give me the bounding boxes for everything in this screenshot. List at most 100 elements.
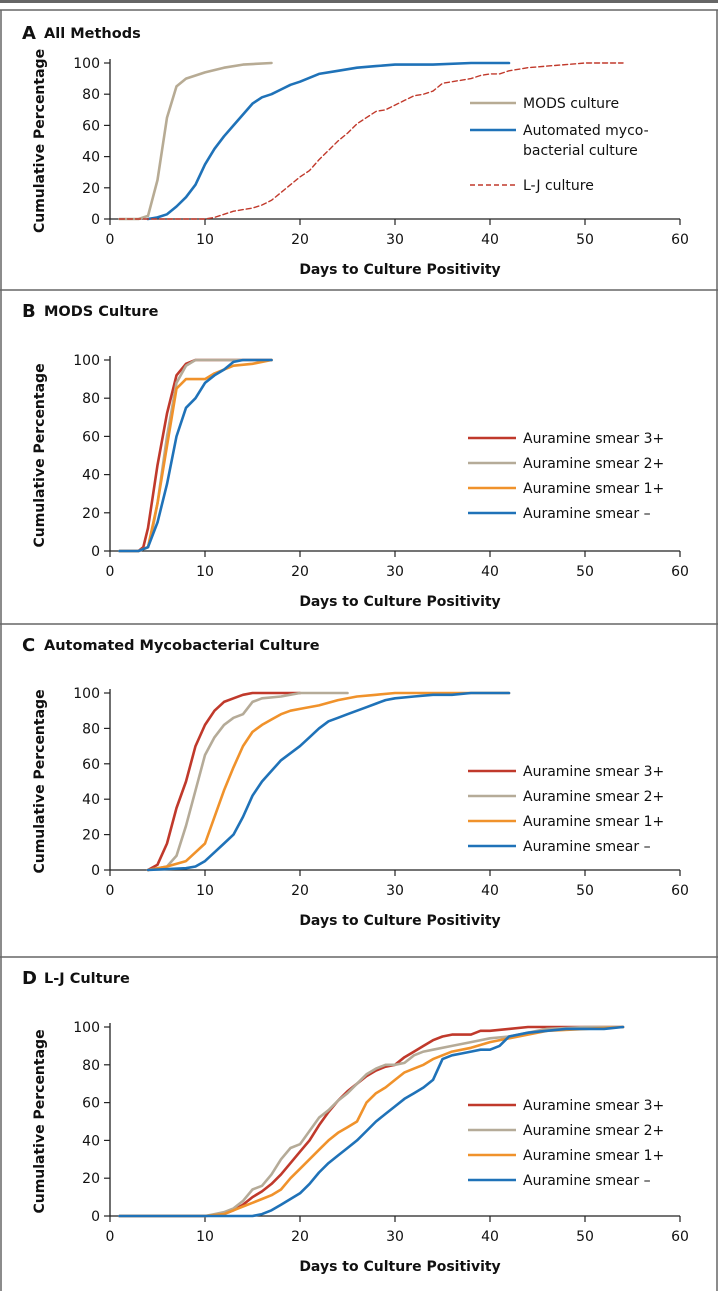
series-line-smear1 [118,1025,625,1218]
panel-d: D L-J Culture 0 10 20 30 40 50 60 0 20 40 60 80 100 Day… [0,956,718,1275]
legend-label-line: bacterial culture [523,143,638,159]
y-tick-label: 20 [82,506,100,522]
series-line-mods [118,61,273,221]
y-tick-label: 80 [82,721,100,737]
y-tick-label: 100 [73,686,100,702]
legend-label: Auramine smear – [523,506,651,522]
legend-label: L-J culture [523,178,594,194]
x-tick-label: 10 [196,564,214,580]
x-tick-label: 0 [106,1229,115,1245]
y-tick-label: 0 [91,1209,100,1225]
x-tick-label: 0 [106,564,115,580]
y-tick-label: 0 [91,863,100,879]
x-tick-label: 30 [386,1229,404,1245]
series-line-smear3 [146,691,302,872]
panel-letter: C [22,635,35,656]
legend-label: Auramine smear 2+ [523,789,664,805]
x-tick-label: 40 [481,564,499,580]
x-tick-label: 0 [106,883,115,899]
x-tick-label: 30 [386,883,404,899]
x-axis-label: Days to Culture Positivity [299,913,500,929]
y-axis-label: Cumulative Percentage [32,1029,48,1213]
x-tick-label: 20 [291,883,309,899]
y-tick-label: 80 [82,391,100,407]
x-tick-label: 50 [576,564,594,580]
y-tick-label: 20 [82,181,100,197]
y-axis-label: Cumulative Percentage [32,689,48,873]
series-line-smear1 [118,358,273,553]
legend-label: Auramine smear 1+ [523,814,664,830]
y-tick-label: 60 [82,429,100,445]
series-line-lj [118,62,624,220]
y-axis-label: Cumulative Percentage [32,49,48,233]
y-tick-label: 100 [73,353,100,369]
panel-letter: B [22,301,36,322]
legend-label: Auramine smear 3+ [523,1098,664,1114]
y-axis-label: Cumulative Percentage [32,363,48,547]
legend-label-line: Automated myco- [523,123,649,139]
panel-title: L-J Culture [44,971,130,987]
x-tick-label: 60 [671,1229,689,1245]
x-tick-label: 40 [481,232,499,248]
y-tick-label: 100 [73,56,100,72]
series-line-smear2 [118,358,273,553]
panel-title: Automated Mycobacterial Culture [44,638,320,654]
x-tick-label: 10 [196,1229,214,1245]
y-tick-label: 20 [82,828,100,844]
y-tick-label: 100 [73,1020,100,1036]
series-line-smear2 [146,691,349,872]
y-tick-label: 40 [82,468,100,484]
legend-label: Auramine smear 3+ [523,431,664,447]
legend-label: Auramine smear 3+ [523,764,664,780]
legend-label: Automated myco-bacterial culture [523,123,649,159]
x-tick-label: 50 [576,883,594,899]
x-tick-label: 60 [671,232,689,248]
x-tick-label: 60 [671,564,689,580]
x-tick-label: 30 [386,564,404,580]
legend-label: MODS culture [523,96,619,112]
series-line-automated [146,61,511,221]
panel-c: C Automated Mycobacterial Culture 0 10 20 30 4… [0,623,718,929]
x-tick-label: 20 [291,232,309,248]
y-tick-label: 40 [82,1133,100,1149]
legend-label: Auramine smear 2+ [523,1123,664,1139]
y-tick-label: 60 [82,1096,100,1112]
x-tick-label: 10 [196,883,214,899]
y-tick-label: 40 [82,150,100,166]
series-line-smear1 [146,691,511,872]
x-tick-label: 40 [481,883,499,899]
x-tick-label: 0 [106,232,115,248]
y-tick-label: 0 [91,212,100,228]
y-tick-label: 60 [82,118,100,134]
x-tick-label: 50 [576,232,594,248]
panel-letter: D [22,968,37,989]
panel-letter: A [22,23,36,44]
legend-label: Auramine smear 2+ [523,456,664,472]
y-tick-label: 60 [82,757,100,773]
legend-label: Auramine smear – [523,1173,651,1189]
x-tick-label: 30 [386,232,404,248]
x-tick-label: 50 [576,1229,594,1245]
panel-title: MODS Culture [44,304,159,320]
y-tick-label: 40 [82,792,100,808]
x-tick-label: 10 [196,232,214,248]
series-line-smear3 [118,358,273,553]
y-tick-label: 80 [82,87,100,103]
y-tick-label: 20 [82,1171,100,1187]
x-tick-label: 20 [291,1229,309,1245]
x-axis-label: Days to Culture Positivity [299,262,500,278]
panel-b: B MODS Culture 0 10 20 30 40 50 60 0 20 40 60 80 100 Da… [0,289,718,610]
panel-title: All Methods [44,26,141,42]
x-axis-label: Days to Culture Positivity [299,594,500,610]
series-line-smearneg [118,1025,625,1218]
x-axis-label: Days to Culture Positivity [299,1259,500,1275]
series-line-smearneg [146,691,511,872]
legend-label: Auramine smear 1+ [523,1148,664,1164]
legend-label: Auramine smear – [523,839,651,855]
panel-a: A All Methods 0 10 20 30 40 50 60 0 20 40 60 80 100 Day… [22,23,689,278]
x-tick-label: 60 [671,883,689,899]
y-tick-label: 0 [91,544,100,560]
y-tick-label: 80 [82,1058,100,1074]
